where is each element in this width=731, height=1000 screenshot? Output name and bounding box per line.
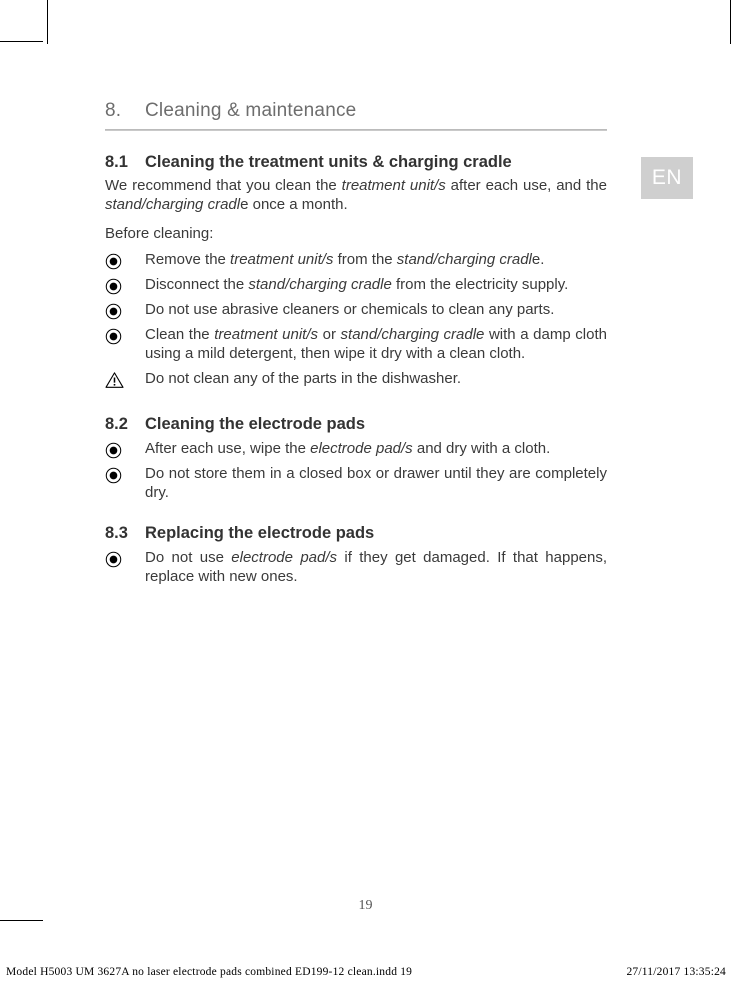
bullet-icon [105,326,145,345]
bullet-icon [105,440,145,459]
bullet-text: After each use, wipe the electrode pad/s… [145,440,607,459]
text: e. [532,251,545,268]
crop-mark [0,41,43,42]
bullet-item: After each use, wipe the electrode pad/s… [105,440,607,459]
bullet-icon [105,301,145,320]
bullet-item: Do not use electrode pad/s if they get d… [105,549,607,587]
section-number: 8. [105,100,145,122]
text: from the electricity supply. [392,276,568,293]
footer-right: 27/11/2017 13:35:24 [626,966,726,978]
text-italic: treatment unit/s [342,177,446,194]
warning-icon [105,370,145,389]
bullet-icon [105,465,145,484]
crop-mark [47,0,48,44]
text-italic: treatment unit/s [214,326,318,343]
text: Do not use [145,549,231,566]
text-italic: stand/charging cradle [341,326,485,343]
subsection-number: 8.3 [105,524,145,543]
bullet-text: Do not use abrasive cleaners or chemical… [145,301,607,320]
subsection-title: Cleaning the treatment units & charging … [145,153,512,172]
text-italic: stand/charging cradl [397,251,532,268]
subsection-title: Replacing the electrode pads [145,524,374,543]
subsection-number: 8.1 [105,153,145,172]
text-italic: stand/charging cradl [105,196,240,213]
divider [105,130,607,131]
text: Clean the [145,326,214,343]
bullet-item: Disconnect the stand/charging cradle fro… [105,276,607,295]
crop-mark [0,920,43,921]
subsection-number: 8.2 [105,415,145,434]
page-number: 19 [0,898,731,914]
text-italic: electrode pad/s [231,549,337,566]
content-area: 8. Cleaning & maintenance 8.1 Cleaning t… [105,100,607,587]
text-italic: treatment unit/s [230,251,333,268]
bullet-text: Do not use electrode pad/s if they get d… [145,549,607,587]
text-italic: stand/charging cradle [248,276,391,293]
section-heading: 8. Cleaning & maintenance [105,100,607,122]
intro-paragraph: We recommend that you clean the treatmen… [105,177,607,215]
bullet-item: Do not use abrasive cleaners or chemical… [105,301,607,320]
subsection-8-3: 8.3 Replacing the electrode pads Do not … [105,524,607,587]
text: Remove the [145,251,230,268]
text: e once a month. [240,196,348,213]
bullet-item: Clean the treatment unit/s or stand/char… [105,326,607,364]
text-italic: electrode pad/s [310,440,413,457]
text: We recommend that you clean the [105,177,342,194]
footer-left: Model H5003 UM 3627A no laser electrode … [6,966,412,978]
warning-text: Do not clean any of the parts in the dis… [145,370,607,389]
bullet-icon [105,276,145,295]
print-footer: Model H5003 UM 3627A no laser electrode … [6,966,726,978]
text: or [318,326,341,343]
bullet-text: Clean the treatment unit/s or stand/char… [145,326,607,364]
subsection-title: Cleaning the electrode pads [145,415,365,434]
bullet-item: Remove the treatment unit/s from the sta… [105,251,607,270]
text: from the [333,251,396,268]
subsection-8-1: 8.1 Cleaning the treatment units & charg… [105,153,607,389]
text: Disconnect the [145,276,248,293]
language-tab: EN [641,157,693,199]
section-title-text: Cleaning & maintenance [145,100,356,122]
subsection-8-2: 8.2 Cleaning the electrode pads After ea… [105,415,607,503]
warning-item: Do not clean any of the parts in the dis… [105,370,607,389]
bullet-icon [105,251,145,270]
bullet-text: Do not store them in a closed box or dra… [145,465,607,503]
bullet-icon [105,549,145,568]
text: after each use, and the [446,177,607,194]
text: and dry with a cloth. [413,440,551,457]
bullet-text: Disconnect the stand/charging cradle fro… [145,276,607,295]
before-cleaning-label: Before cleaning: [105,225,607,244]
bullet-item: Do not store them in a closed box or dra… [105,465,607,503]
text: After each use, wipe the [145,440,310,457]
bullet-text: Remove the treatment unit/s from the sta… [145,251,607,270]
page: EN 8. Cleaning & maintenance 8.1 Cleanin… [0,0,731,1000]
